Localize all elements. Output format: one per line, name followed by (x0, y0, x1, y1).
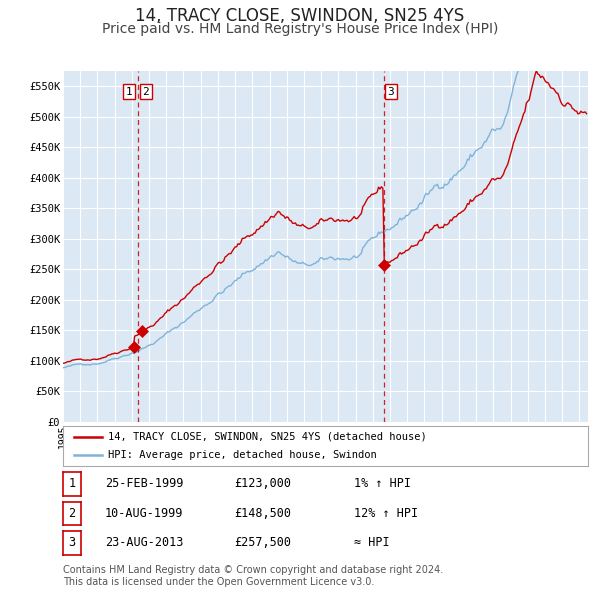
Text: £148,500: £148,500 (234, 507, 291, 520)
Text: 2: 2 (68, 507, 76, 520)
Text: 14, TRACY CLOSE, SWINDON, SN25 4YS: 14, TRACY CLOSE, SWINDON, SN25 4YS (136, 7, 464, 25)
Text: Price paid vs. HM Land Registry's House Price Index (HPI): Price paid vs. HM Land Registry's House … (102, 22, 498, 37)
Text: 25-FEB-1999: 25-FEB-1999 (105, 477, 184, 490)
Text: 3: 3 (388, 87, 394, 97)
Text: 12% ↑ HPI: 12% ↑ HPI (354, 507, 418, 520)
Text: ≈ HPI: ≈ HPI (354, 536, 389, 549)
Text: 14, TRACY CLOSE, SWINDON, SN25 4YS (detached house): 14, TRACY CLOSE, SWINDON, SN25 4YS (deta… (107, 432, 427, 442)
Text: 1: 1 (68, 477, 76, 490)
Text: HPI: Average price, detached house, Swindon: HPI: Average price, detached house, Swin… (107, 450, 376, 460)
Text: £123,000: £123,000 (234, 477, 291, 490)
Text: £257,500: £257,500 (234, 536, 291, 549)
Text: 1: 1 (125, 87, 132, 97)
Text: 10-AUG-1999: 10-AUG-1999 (105, 507, 184, 520)
Text: 2: 2 (143, 87, 149, 97)
Text: 23-AUG-2013: 23-AUG-2013 (105, 536, 184, 549)
Text: 1% ↑ HPI: 1% ↑ HPI (354, 477, 411, 490)
Text: Contains HM Land Registry data © Crown copyright and database right 2024.
This d: Contains HM Land Registry data © Crown c… (63, 565, 443, 587)
Text: 3: 3 (68, 536, 76, 549)
